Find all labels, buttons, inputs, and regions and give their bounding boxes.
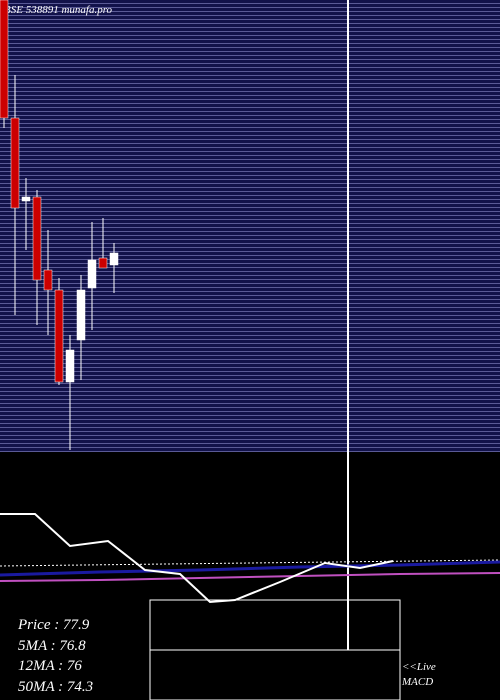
macd-signal <box>0 560 500 577</box>
candle-body <box>65 349 75 383</box>
macd-line <box>0 513 394 604</box>
live-label: <<Live <box>402 661 436 673</box>
price-panel <box>0 0 500 452</box>
candle-body <box>98 257 108 269</box>
info-label: 12MA : 76 <box>18 658 82 674</box>
macd-zero <box>0 559 500 567</box>
candle-body <box>0 0 9 119</box>
candle-body <box>43 269 53 291</box>
info-label: 5MA : 76.8 <box>18 638 86 654</box>
candle-body <box>32 196 42 281</box>
info-label: 50MA : 74.3 <box>18 679 93 695</box>
indicator-label: MACD <box>401 676 433 688</box>
info-label: Price : 77.9 <box>17 617 90 633</box>
chart-title: BSE 538891 munafa.pro <box>4 4 113 16</box>
candle-body <box>87 259 97 289</box>
candle-body <box>10 117 20 209</box>
candle-body <box>76 289 86 341</box>
candle-body <box>54 289 64 383</box>
candle-body <box>21 196 31 202</box>
macd-hist <box>0 572 500 582</box>
candle-body <box>109 252 119 266</box>
